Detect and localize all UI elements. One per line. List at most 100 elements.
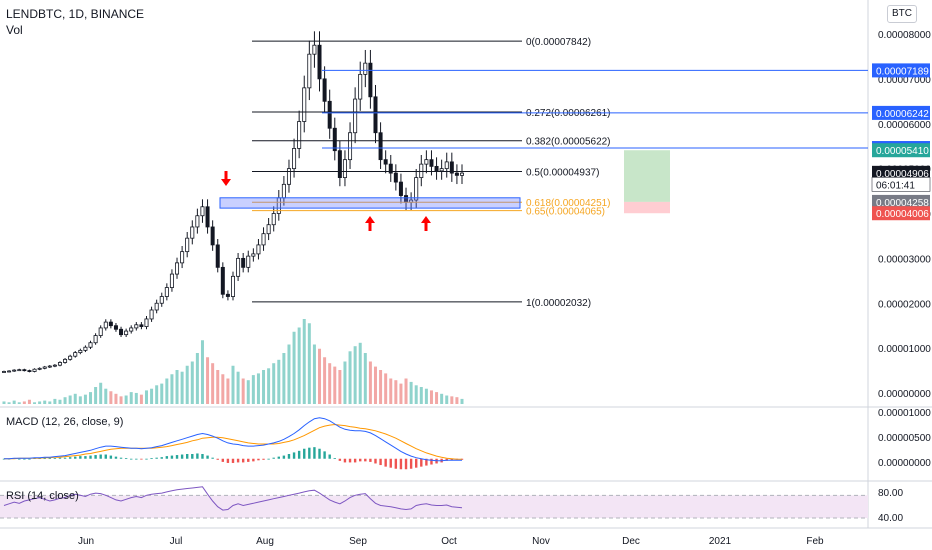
rsi-pane: 80.00 40.00 — [0, 486, 903, 524]
arrow-up — [365, 216, 375, 231]
macd-tick-label: 0.00001000 — [878, 408, 931, 419]
candle-body — [139, 324, 144, 327]
macd-histogram-bar — [186, 454, 189, 459]
volume-bar — [328, 363, 332, 404]
candle-body — [47, 365, 52, 368]
macd-histogram-bar — [119, 457, 123, 459]
volume-bar — [409, 381, 413, 404]
volume-bar — [43, 400, 47, 404]
fib-label: 0.272(0.00006261) — [526, 108, 611, 119]
macd-histogram-bar — [297, 450, 301, 459]
annotation-arrows — [221, 171, 431, 231]
macd-histogram-bar — [303, 448, 306, 459]
price-tick-label: 0.00002000 — [878, 299, 931, 310]
volume-bar — [435, 392, 439, 404]
candle-body — [363, 62, 368, 75]
macd-histogram-bar — [318, 448, 321, 459]
volume-bar — [373, 366, 377, 404]
price-tick-label: 0.00006000 — [878, 120, 931, 131]
volume-bar — [267, 368, 271, 404]
candle-body — [93, 335, 98, 344]
macd-histogram-bar — [53, 458, 57, 460]
candle-body — [307, 53, 312, 89]
macd-histogram-bar — [409, 458, 413, 469]
volume-bar — [114, 393, 118, 404]
candle-body — [459, 172, 464, 176]
price-tick-label: 0.00001000 — [878, 344, 931, 355]
rsi-tick-label: 80.00 — [878, 488, 903, 499]
candle-body — [88, 342, 93, 348]
volume-bar — [139, 394, 143, 404]
macd-histogram-bar — [445, 458, 448, 461]
price-tag-label: 0.00005410 — [876, 146, 929, 157]
currency-badge[interactable]: BTC — [887, 5, 917, 23]
candle-body — [454, 172, 459, 176]
volume-bar — [144, 390, 148, 404]
volume-bar — [404, 378, 408, 404]
rsi-line — [3, 486, 463, 511]
volume-bar — [68, 395, 72, 404]
macd-histogram-bar — [79, 456, 82, 459]
price-tag — [872, 165, 930, 180]
macd-histogram-bar — [308, 447, 311, 459]
candle-body — [348, 132, 353, 161]
macd-histogram-bar — [323, 451, 326, 459]
macd-histogram-bar — [353, 458, 357, 463]
macd-histogram-bar — [333, 458, 336, 460]
macd-histogram-bar — [191, 454, 194, 459]
candle-body — [398, 181, 403, 196]
target-box — [624, 150, 670, 202]
candle-body — [281, 183, 286, 199]
macd-histogram-bar — [23, 458, 26, 460]
macd-histogram-bar — [272, 457, 275, 459]
candle-body — [383, 159, 388, 165]
candle-body — [342, 159, 347, 178]
candle-body — [83, 346, 88, 351]
candle-body — [378, 132, 383, 161]
fib-label: 0.618(0.00004251) — [526, 198, 611, 209]
position-boxes — [624, 150, 670, 214]
macd-label[interactable]: MACD (12, 26, close, 9) — [6, 416, 124, 428]
macd-histogram-bar — [99, 454, 102, 459]
candle-body — [164, 287, 169, 297]
volume-bar — [236, 371, 240, 404]
volume-bar — [83, 394, 87, 404]
volume-bar — [368, 361, 372, 404]
volume-bar — [58, 399, 62, 404]
support-zone — [219, 197, 521, 209]
volume-bar — [455, 397, 459, 404]
volume-bar — [221, 374, 225, 404]
symbol-title[interactable]: LENDBTC, 1D, BINANCE — [6, 7, 145, 21]
macd-histogram-bar — [425, 458, 428, 466]
price-tag — [872, 194, 930, 209]
candle-body — [215, 244, 220, 268]
volume-bar — [282, 353, 286, 404]
support-zone-box — [219, 197, 521, 209]
arrow-up — [421, 216, 431, 231]
macd-pane: 0.00001000 0.00000500 0.00000000 — [2, 408, 931, 470]
volume-bar — [277, 359, 281, 404]
candle-body — [236, 257, 241, 277]
candle-body — [373, 96, 378, 134]
volume-bar — [33, 402, 37, 404]
volume-bar — [165, 378, 169, 404]
macd-histogram-bar — [415, 458, 418, 468]
price-tag — [872, 143, 930, 158]
time-axis: Jun Jul Aug Sep Oct Nov Dec 2021 Feb — [78, 536, 824, 547]
volume-bar — [155, 385, 159, 404]
price-candles — [2, 31, 464, 373]
macd-histogram-bar — [18, 458, 21, 460]
candle-body — [42, 366, 47, 369]
volume-label[interactable]: Vol — [6, 23, 23, 37]
macd-histogram-bar — [135, 458, 138, 460]
macd-histogram-bar — [221, 458, 225, 462]
macd-histogram-bar — [206, 455, 209, 459]
horizontal-lines — [322, 69, 868, 149]
macd-histogram-bar — [430, 458, 433, 465]
volume-bar — [134, 392, 138, 404]
candle-body — [286, 168, 291, 185]
volume-bar — [22, 401, 26, 404]
rsi-label[interactable]: RSI (14, close) — [6, 490, 79, 502]
volume-bar — [2, 401, 6, 404]
candle-body — [22, 369, 27, 372]
